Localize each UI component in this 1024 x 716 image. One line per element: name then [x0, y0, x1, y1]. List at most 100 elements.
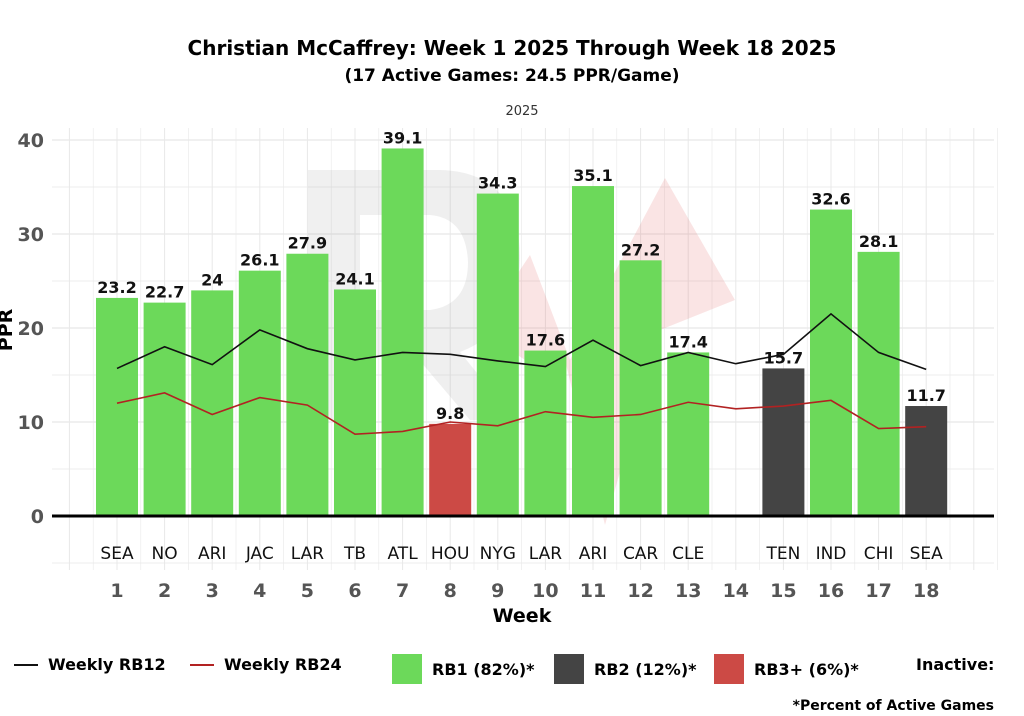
- legend-swatch-rb2-icon: [554, 654, 584, 684]
- bar-value-label: 24: [201, 270, 223, 289]
- x-tick-label: 4: [253, 580, 266, 602]
- opponent-label: CAR: [623, 544, 658, 564]
- line-weekly-rb12: [116, 312, 927, 371]
- legend-label-rb1: RB1 (82%)*: [432, 659, 535, 679]
- bar-week-7: [381, 148, 424, 516]
- bar-week-9: [476, 193, 519, 516]
- legend-item-rb24: Weekly RB24: [190, 655, 342, 674]
- bar-value-labels: 23.2 22.7 24 26.1 27.9 24.1 39.1 9.8 34.3 17.6 35.…: [97, 128, 946, 422]
- chart-subtitle: (17 Active Games: 24.5 PPR/Game): [344, 66, 680, 86]
- x-tick-label: 14: [723, 580, 749, 602]
- line-series: [116, 312, 927, 436]
- x-tick-label: 1: [110, 580, 123, 602]
- legend-item-inactive: Inactive:: [916, 655, 994, 674]
- x-tick-label: 6: [348, 580, 361, 602]
- y-tick-label: 0: [31, 506, 44, 528]
- legend-label-inactive: Inactive:: [916, 655, 995, 674]
- x-tick-label: 15: [770, 580, 796, 602]
- opponent-label: CHI: [864, 544, 894, 564]
- bar-value-label: 15.7: [764, 348, 803, 367]
- bar-week-6: [334, 289, 376, 516]
- bar-value-label: 39.1: [383, 128, 422, 147]
- bar-value-label: 24.1: [335, 269, 374, 288]
- bar-value-label: 27.9: [288, 234, 327, 253]
- axes: 0 10 20 30 40 SEA NO ARI JAC LAR TB ATL HOU NYG LAR ARI…: [18, 130, 994, 602]
- opponent-label: NYG: [480, 544, 516, 564]
- y-tick-label: 20: [18, 318, 44, 340]
- bar-week-12: [619, 260, 662, 516]
- bar-week-13: [667, 352, 710, 516]
- x-tick-label: 11: [580, 580, 606, 602]
- opponent-label: TB: [343, 544, 366, 564]
- opponent-label: NO: [152, 544, 178, 564]
- bar-value-label: 35.1: [573, 166, 612, 185]
- bar-week-11: [572, 186, 614, 516]
- opponent-label: JAC: [245, 544, 274, 564]
- opponent-label: LAR: [291, 544, 324, 564]
- opponent-label: ATL: [388, 544, 419, 564]
- legend-item-rb3: RB3+ (6%)*: [714, 654, 859, 684]
- opponent-label: IND: [816, 544, 847, 564]
- line-weekly-rb24: [116, 392, 927, 436]
- legend-label-rb2: RB2 (12%)*: [594, 659, 697, 679]
- bar-value-label: 28.1: [859, 232, 898, 251]
- y-tick-label: 40: [18, 130, 44, 152]
- bar-value-label: 32.6: [811, 190, 850, 209]
- opponent-label: CLE: [672, 544, 704, 564]
- bar-series: [96, 148, 948, 517]
- legend-item-rb2: RB2 (12%)*: [554, 654, 697, 684]
- x-tick-label: 9: [491, 580, 504, 602]
- x-axis-title: Week: [493, 605, 552, 627]
- x-tick-label: 12: [627, 580, 653, 602]
- legend-item-rb1: RB1 (82%)*: [392, 654, 535, 684]
- bar-week-8: [429, 423, 472, 516]
- opponent-label: SEA: [100, 544, 134, 564]
- bar-week-15: [762, 368, 805, 516]
- bar-week-3: [191, 290, 234, 516]
- bar-week-4: [238, 270, 281, 516]
- chart-title: Christian McCaffrey: Week 1 2025 Through…: [187, 36, 837, 60]
- bar-value-label: 11.7: [906, 386, 945, 405]
- facet-label: 2025: [505, 104, 539, 119]
- legend-swatch-rb3-icon: [714, 654, 744, 684]
- bar-value-label: 17.6: [526, 331, 565, 350]
- legend-label-rb24: Weekly RB24: [224, 655, 342, 674]
- opponent-label: HOU: [431, 544, 470, 564]
- legend-swatch-rb1-icon: [392, 654, 422, 684]
- bar-value-label: 9.8: [436, 404, 464, 423]
- x-tick-label: 16: [818, 580, 844, 602]
- x-tick-label: 18: [913, 580, 939, 602]
- bar-week-10: [524, 350, 567, 516]
- legend-line-rb24-icon: [190, 663, 214, 666]
- legend-label-rb3: RB3+ (6%)*: [754, 659, 859, 679]
- y-tick-label: 10: [18, 412, 44, 434]
- opponent-label: ARI: [198, 544, 226, 564]
- y-tick-label: 30: [18, 224, 44, 246]
- bar-week-2: [143, 302, 186, 516]
- legend-item-rb12: Weekly RB12: [14, 655, 166, 674]
- opponent-label: TEN: [765, 544, 800, 564]
- x-tick-label: 10: [532, 580, 558, 602]
- x-tick-label: 17: [865, 580, 891, 602]
- legend-label-rb12: Weekly RB12: [48, 655, 166, 674]
- bar-week-17: [857, 251, 900, 517]
- x-tick-label: 3: [206, 580, 219, 602]
- bar-value-label: 26.1: [240, 251, 279, 270]
- x-tick-label: 2: [158, 580, 171, 602]
- x-tick-label: 7: [396, 580, 409, 602]
- bar-value-label: 34.3: [478, 174, 517, 193]
- bar-value-label: 23.2: [97, 278, 136, 297]
- bar-week-1: [96, 297, 138, 516]
- x-tick-label: 5: [301, 580, 314, 602]
- x-tick-label: 8: [444, 580, 457, 602]
- y-axis-title: PPR: [0, 308, 17, 351]
- bar-value-label: 22.7: [145, 283, 184, 302]
- bar-value-label: 27.2: [621, 240, 660, 259]
- footnote: *Percent of Active Games: [792, 698, 994, 714]
- bar-week-16: [810, 209, 852, 516]
- opponent-label: LAR: [529, 544, 562, 564]
- x-tick-label: 13: [675, 580, 701, 602]
- opponent-label: SEA: [910, 544, 944, 564]
- bar-week-18: [905, 406, 948, 516]
